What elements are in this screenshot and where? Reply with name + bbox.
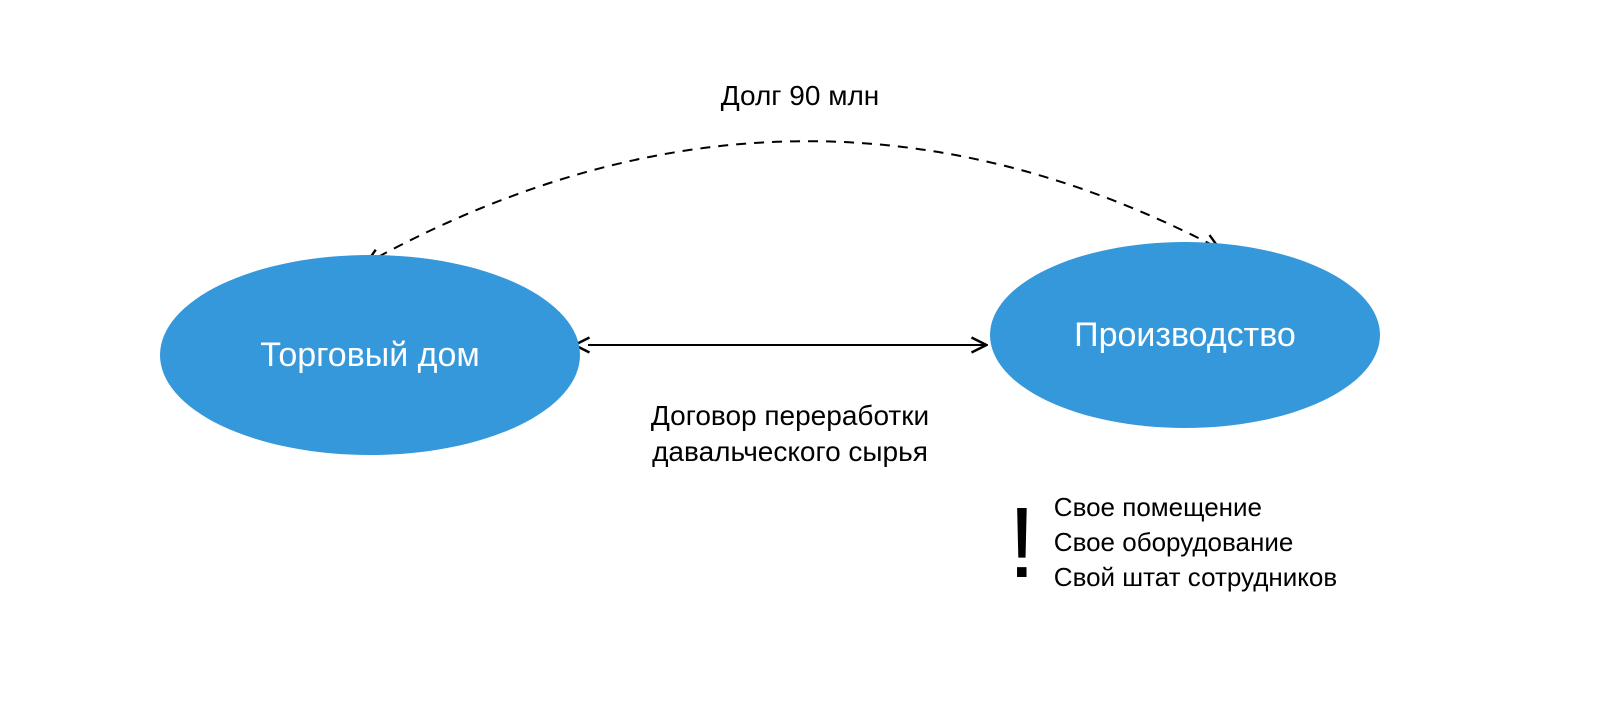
annotation-item: Свое помещение: [1054, 492, 1337, 523]
annotation-item: Свое оборудование: [1054, 527, 1337, 558]
node-production: Производство: [990, 242, 1380, 428]
annotation-item: Свой штат сотрудников: [1054, 562, 1337, 593]
exclamation-icon: !: [1008, 503, 1036, 583]
node-label-production: Производство: [1074, 315, 1296, 356]
node-trade-house: Торговый дом: [160, 255, 580, 455]
edge-label-contract-line: Договор переработкидавальческого сырья: [651, 398, 929, 471]
edge-debt-arc: [378, 141, 1218, 257]
annotation-items: Свое помещение Свое оборудование Свой штат…: [1054, 492, 1337, 593]
edge-label-debt-arc: Долг 90 млн: [721, 78, 880, 114]
diagram-canvas: Торговый дом Производство Долг 90 млн Дого…: [0, 0, 1600, 716]
annotation-block: ! Свое помещение Свое оборудование Свой шт…: [1008, 492, 1337, 593]
node-label-trade-house: Торговый дом: [260, 335, 480, 376]
